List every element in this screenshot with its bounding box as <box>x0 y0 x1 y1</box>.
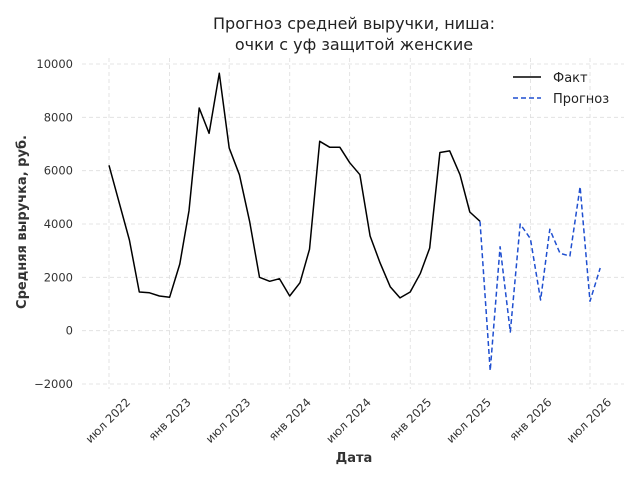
series-line <box>109 73 480 298</box>
y-tick-label: 8000 <box>44 110 73 124</box>
x-tick-label: июл 2025 <box>443 395 494 446</box>
y-axis-ticks: −2000 0 2000 4000 6000 8000 10000 <box>34 57 73 391</box>
x-tick-label: янв 2024 <box>266 395 314 443</box>
y-tick-label: −2000 <box>34 377 73 391</box>
x-tick-label: янв 2026 <box>506 395 554 443</box>
y-tick-label: 4000 <box>44 217 73 231</box>
x-tick-label: янв 2025 <box>386 395 434 443</box>
legend: Факт Прогноз <box>513 71 609 107</box>
x-tick-label: июл 2023 <box>203 395 254 446</box>
series-lines <box>109 73 600 370</box>
y-tick-label: 6000 <box>44 164 73 178</box>
y-axis-label: Средняя выручка, руб. <box>15 135 30 309</box>
series-line <box>480 187 600 371</box>
series-solid <box>109 73 480 298</box>
x-tick-label: июл 2024 <box>323 395 374 446</box>
x-tick-label: июл 2022 <box>83 395 134 446</box>
y-tick-label: 0 <box>66 324 73 338</box>
x-tick-label: июл 2026 <box>564 395 615 446</box>
chart-title-line1: Прогноз средней выручки, ниша: <box>213 14 495 33</box>
chart-title-line2: очки с уф защитой женские <box>235 35 473 54</box>
y-tick-label: 2000 <box>44 270 73 284</box>
legend-label: Факт <box>553 71 588 86</box>
series-dashed <box>480 187 600 371</box>
x-tick-label: янв 2023 <box>146 395 194 443</box>
legend-label: Прогноз <box>553 92 609 107</box>
y-tick-label: 10000 <box>36 57 73 71</box>
grid <box>82 58 624 389</box>
x-axis-label: Дата <box>336 451 373 466</box>
